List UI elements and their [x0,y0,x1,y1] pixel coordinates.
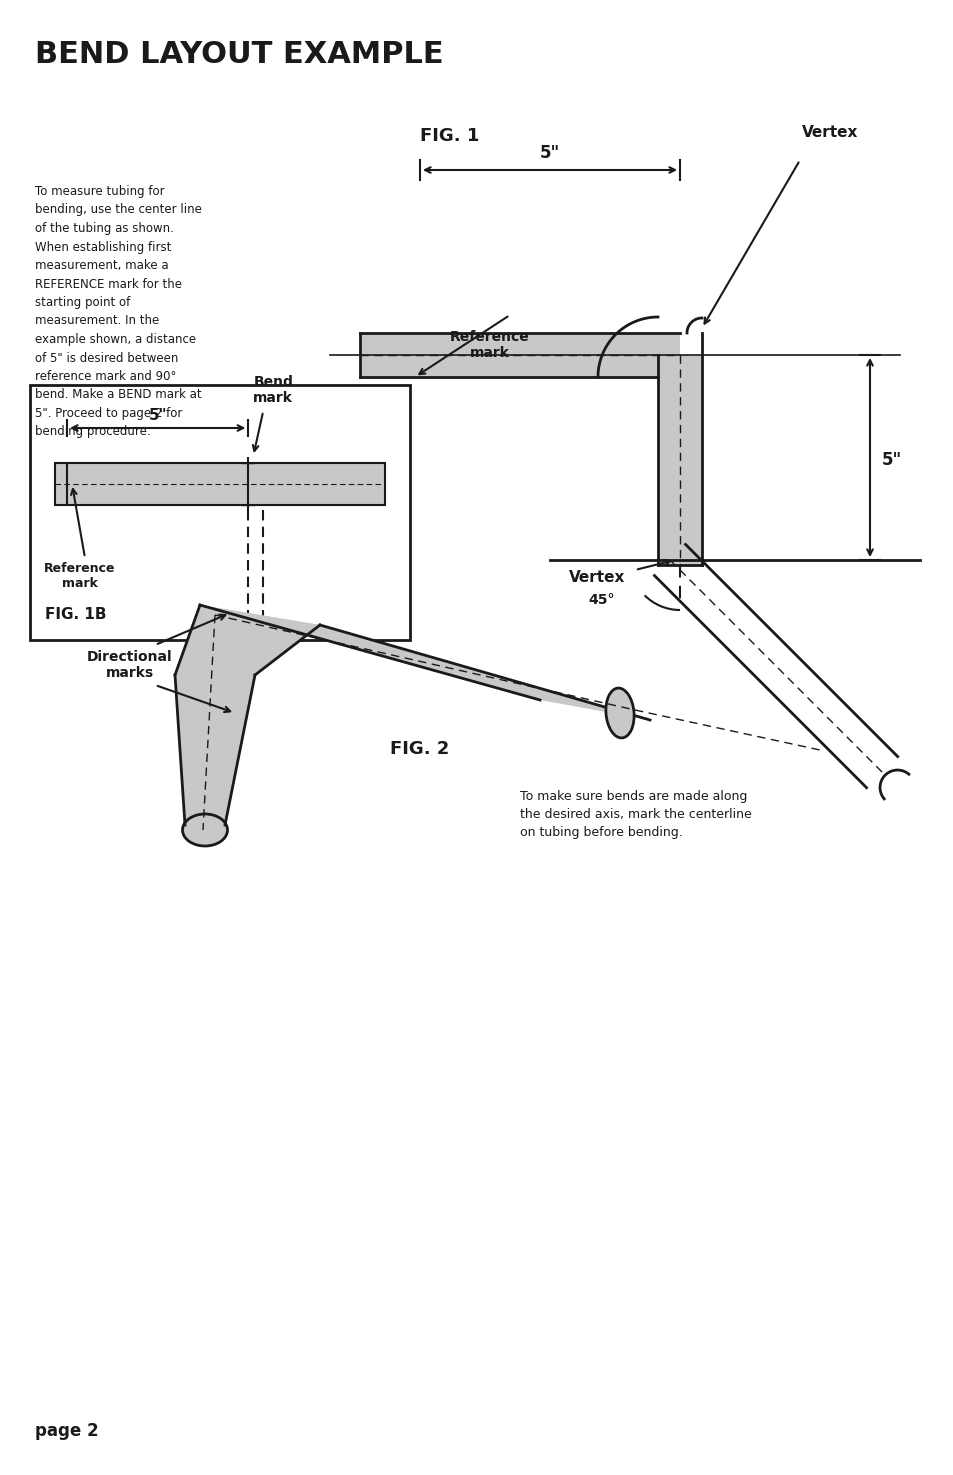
Ellipse shape [605,687,634,738]
Polygon shape [359,333,679,378]
Text: FIG. 1B: FIG. 1B [45,608,107,622]
Text: Reference
mark: Reference mark [450,330,529,360]
Text: 5": 5" [148,409,167,423]
Text: To measure tubing for
bending, use the center line
of the tubing as shown.
When : To measure tubing for bending, use the c… [35,184,202,438]
Ellipse shape [182,814,227,847]
Bar [30,385,410,640]
Polygon shape [658,355,701,565]
Text: 5": 5" [882,451,902,469]
Text: Directional
marks: Directional marks [87,650,172,680]
Text: FIG. 2: FIG. 2 [390,740,449,758]
Text: BEND LAYOUT EXAMPLE: BEND LAYOUT EXAMPLE [35,40,443,69]
Text: 45°: 45° [588,593,615,608]
Polygon shape [200,605,649,720]
Text: To make sure bends are made along
the desired axis, mark the centerline
on tubin: To make sure bends are made along the de… [519,791,751,839]
Text: Bend
mark: Bend mark [253,375,293,406]
Bar [55,463,385,504]
Polygon shape [174,676,254,825]
Text: Vertex: Vertex [801,125,858,140]
Text: 5": 5" [539,145,559,162]
Polygon shape [174,605,319,676]
Text: Vertex: Vertex [568,569,624,586]
Text: Reference
mark: Reference mark [44,562,115,590]
Text: FIG. 1: FIG. 1 [420,127,479,145]
Text: page 2: page 2 [35,1422,98,1440]
